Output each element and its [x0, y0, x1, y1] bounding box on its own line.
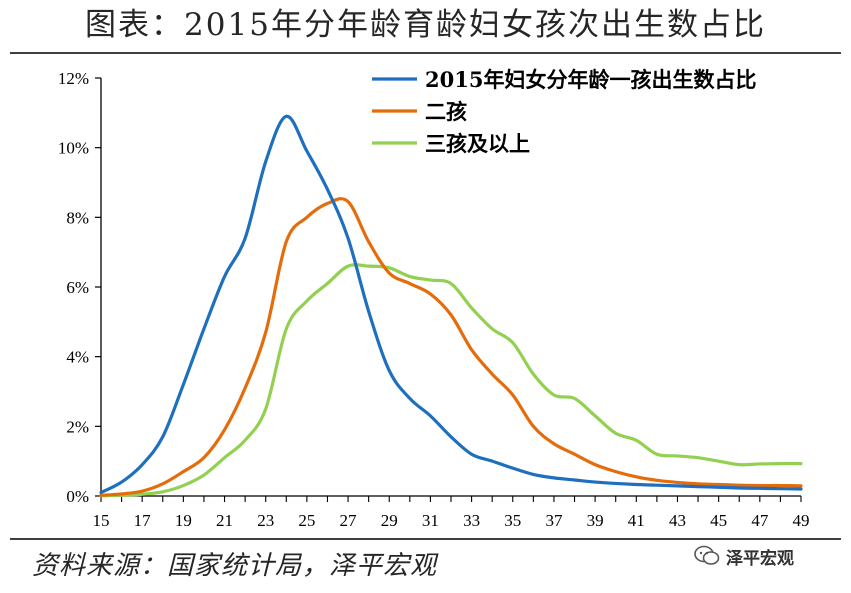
y-tick-label: 0%: [66, 487, 89, 506]
x-tick-label: 45: [710, 511, 727, 530]
x-tick-label: 49: [793, 511, 810, 530]
x-tick-label: 23: [257, 511, 274, 530]
line-chart: 0% 2% 4% 6% 8% 10% 12% 15 17 19 21 23 25 27 29 31 33 35 37…: [58, 67, 810, 530]
x-tick-label: 47: [751, 511, 769, 530]
legend-label-2: 二孩: [425, 99, 467, 124]
source-note: 资料来源：国家统计局，泽平宏观: [32, 551, 438, 581]
y-tick-label: 12%: [58, 69, 89, 88]
x-tick-label: 33: [463, 511, 480, 530]
y-tick-label: 2%: [66, 417, 89, 436]
x-tick-label: 15: [93, 511, 110, 530]
x-tick-label: 41: [628, 511, 645, 530]
y-tick-label: 4%: [66, 348, 89, 367]
title-divider: [10, 52, 841, 54]
x-tick-label: 39: [587, 511, 604, 530]
chart-title: 图表：2015年分年龄育龄妇女孩次出生数占比: [85, 7, 766, 43]
y-tick-label: 10%: [58, 139, 89, 158]
watermark-text: 泽平宏观: [726, 548, 794, 569]
footer-divider: [10, 538, 841, 540]
x-tick-label: 31: [422, 511, 439, 530]
x-tick-label: 21: [216, 511, 233, 530]
x-tick-label: 35: [504, 511, 521, 530]
x-tick-label: 29: [381, 511, 398, 530]
x-tick-label: 17: [134, 511, 152, 530]
series-line-3: [99, 263, 803, 498]
x-tick-label: 19: [175, 511, 192, 530]
legend-label-1: 2015年妇女分年龄一孩出生数占比: [425, 67, 756, 92]
x-tick-label: 25: [298, 511, 315, 530]
x-tick-label: 43: [669, 511, 686, 530]
y-tick-label: 8%: [66, 208, 89, 227]
y-tick-label: 6%: [66, 278, 89, 297]
wechat-icon: [694, 545, 720, 565]
watermark: 泽平宏观: [694, 542, 794, 570]
x-tick-label: 27: [340, 511, 358, 530]
legend-label-3: 三孩及以上: [425, 131, 530, 156]
series-line-2: [99, 197, 803, 497]
series-line-1: [99, 114, 803, 495]
x-tick-label: 37: [545, 511, 563, 530]
